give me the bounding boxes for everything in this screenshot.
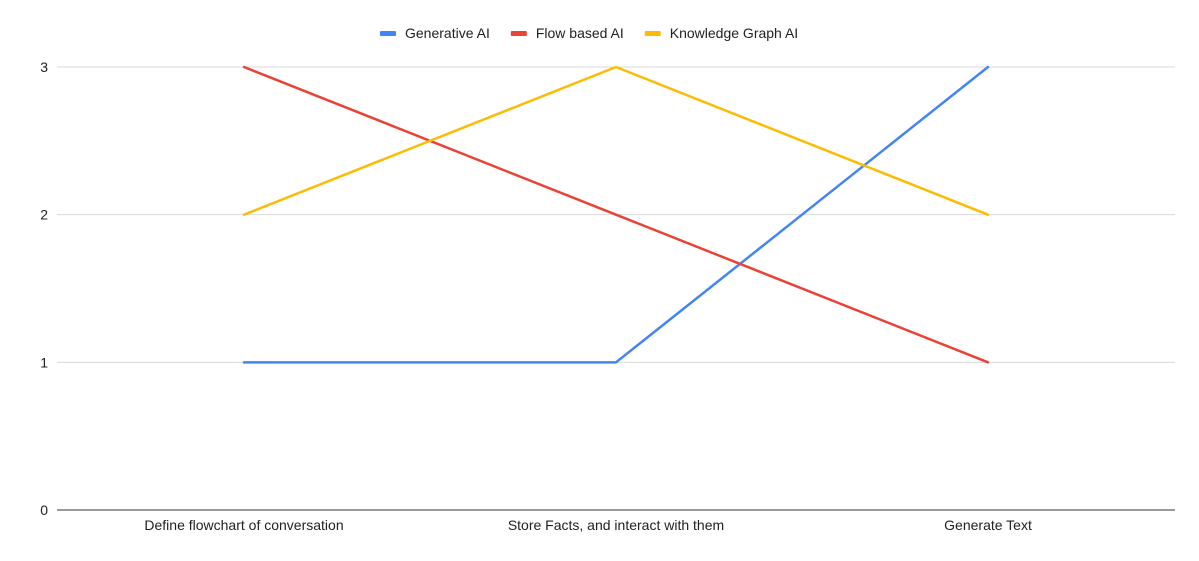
legend-label-generative-ai: Generative AI (405, 25, 490, 41)
legend-label-flow-based-ai: Flow based AI (536, 25, 624, 41)
legend-swatch-generative-ai (380, 31, 396, 36)
legend: Generative AI Flow based AI Knowledge Grap… (380, 25, 798, 41)
x-tick-label: Generate Text (944, 517, 1032, 533)
x-tick-label: Define flowchart of conversation (144, 517, 343, 533)
y-tick-label: 1 (40, 354, 48, 370)
axes: 0 1 2 3 Define flowchart of conversation Stor… (40, 59, 1175, 533)
legend-swatch-flow-based-ai (511, 31, 527, 36)
x-tick-label: Store Facts, and interact with them (508, 517, 724, 533)
y-tick-label: 0 (40, 502, 48, 518)
series-line-knowledge-graph-ai (244, 67, 988, 215)
y-tick-label: 2 (40, 207, 48, 223)
legend-swatch-knowledge-graph-ai (645, 31, 661, 36)
y-tick-label: 3 (40, 59, 48, 75)
legend-label-knowledge-graph-ai: Knowledge Graph AI (670, 25, 798, 41)
